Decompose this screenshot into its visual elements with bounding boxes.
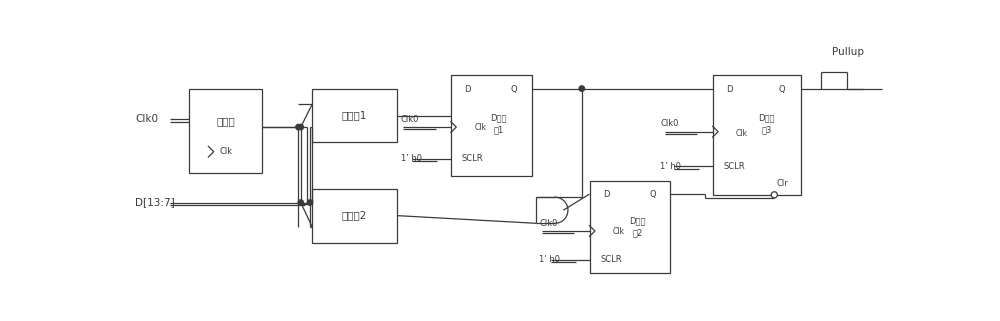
Text: D: D	[726, 85, 733, 94]
Text: D触发: D触发	[758, 113, 775, 122]
Circle shape	[579, 86, 584, 91]
Bar	[312, 189, 397, 243]
Text: 比较器1: 比较器1	[342, 110, 367, 120]
Text: Clk: Clk	[474, 123, 486, 132]
Text: Q: Q	[779, 85, 785, 94]
Text: 器2: 器2	[632, 228, 642, 237]
Text: Clk: Clk	[736, 129, 748, 138]
Circle shape	[296, 124, 301, 130]
Text: Clk0: Clk0	[135, 114, 158, 124]
Text: Q: Q	[511, 85, 517, 94]
Text: D触发: D触发	[629, 216, 645, 226]
Bar	[189, 89, 262, 173]
Text: SCLR: SCLR	[600, 255, 622, 264]
Text: 计数器: 计数器	[216, 116, 235, 126]
Text: D[13:7]: D[13:7]	[135, 197, 175, 208]
Circle shape	[298, 124, 303, 130]
Text: Clk0: Clk0	[401, 115, 419, 124]
Bar	[451, 75, 532, 176]
Text: 器1: 器1	[494, 125, 504, 134]
Text: 1’ h0: 1’ h0	[660, 162, 681, 171]
Text: Clk: Clk	[613, 227, 625, 236]
Circle shape	[771, 192, 777, 198]
Text: 比较器2: 比较器2	[342, 211, 367, 221]
Text: Q: Q	[649, 190, 656, 199]
Text: D触发: D触发	[490, 113, 507, 122]
Text: SCLR: SCLR	[462, 154, 483, 163]
Text: Clr: Clr	[776, 179, 788, 188]
Circle shape	[307, 200, 313, 205]
Text: SCLR: SCLR	[723, 162, 745, 171]
Bar	[713, 75, 801, 195]
Text: Pullup: Pullup	[832, 48, 864, 57]
Text: Clk0: Clk0	[539, 219, 558, 228]
Text: Clk0: Clk0	[660, 119, 679, 128]
Text: 1’ h0: 1’ h0	[539, 255, 560, 264]
Text: 器3: 器3	[761, 125, 772, 134]
Text: 1’ h0: 1’ h0	[401, 154, 422, 163]
Text: Clk: Clk	[219, 147, 233, 156]
Circle shape	[298, 200, 303, 205]
Text: D: D	[603, 190, 610, 199]
Bar	[312, 89, 397, 143]
Text: D: D	[465, 85, 471, 94]
Bar	[590, 181, 670, 273]
